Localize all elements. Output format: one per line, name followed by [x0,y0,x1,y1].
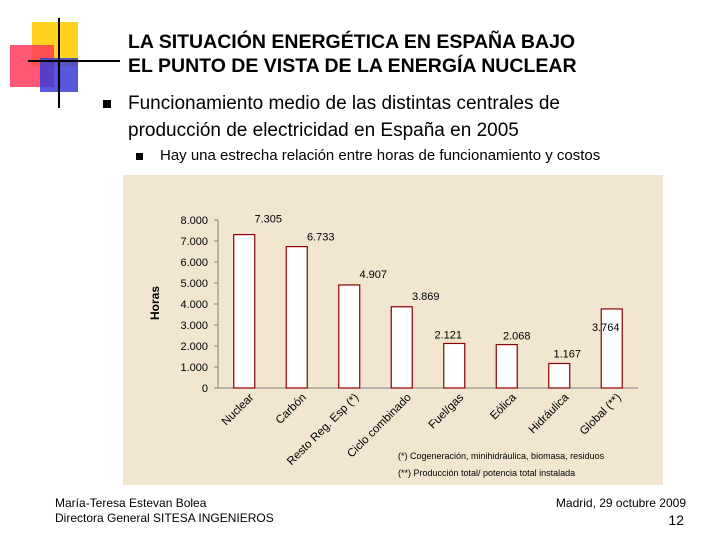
data-labels: 7.305 6.733 4.907 3.869 2.121 2.068 1.167 3.764 [254,214,619,361]
y-ticks: 0 1.000 2.000 3.000 4.000 5.000 6.000 7.000 8.00… [180,215,218,395]
footer-place-date: Madrid, 29 octubre 2009 [555,496,686,510]
x-tick-label: Carbón [274,392,309,427]
bar [600,308,623,389]
chart-notes: (*) Cogeneración, minihidráulica, biomas… [398,451,605,478]
data-label: 1.167 [553,348,581,360]
slide-title: LA SITUACIÓN ENERGÉTICA EN ESPAÑA BAJO E… [128,30,688,78]
footer-role: Directora General SITESA INGENIEROS [55,511,274,525]
title-line-1: LA SITUACIÓN ENERGÉTICA EN ESPAÑA BAJO [128,31,576,53]
y-tick-label: 0 [202,383,208,395]
bar [548,362,571,389]
x-tick-label: Hidráulica [527,391,572,436]
y-tick-label: 4.000 [180,299,208,311]
bullet-1-line-1: Funcionamiento medio de las distintas ce… [128,93,560,114]
chart-note: (*) Cogeneración, minihidráulica, biomas… [398,451,605,461]
bar [443,342,466,389]
bar [390,306,413,389]
footer-author: María-Teresa Estevan Bolea [55,496,207,510]
y-tick-label: 6.000 [180,257,208,269]
y-tick-label: 3.000 [180,320,208,332]
data-label: 6.733 [307,232,335,244]
bullet-2-marker [136,153,143,160]
bullet-1: Funcionamiento medio de las distintas ce… [128,90,688,144]
y-tick-label: 1.000 [180,362,208,374]
bar [285,246,308,389]
footer-author-block: María-Teresa Estevan Bolea Directora Gen… [55,496,274,526]
chart-panel: Horas 0 1.000 2.000 3.000 4.000 5.000 6.000 7.0… [123,175,663,485]
deco-vertical-line [58,18,60,108]
y-tick-label: 7.000 [180,236,208,248]
x-tick-label: Nuclear [220,392,257,429]
data-label: 4.907 [359,269,387,281]
bar [233,233,256,389]
x-tick-label: Eólica [488,391,519,422]
bar [338,284,361,389]
page-number: 12 [668,512,684,528]
bar-chart: Horas 0 1.000 2.000 3.000 4.000 5.000 6.000 7.0… [148,214,638,478]
data-label: 2.121 [434,329,462,341]
y-tick-label: 8.000 [180,215,208,227]
y-axis-label: Horas [148,286,162,320]
x-tick-label: Fuel/gas [427,391,467,431]
bullet-1-marker [103,100,111,108]
bars [233,233,623,389]
deco-horizontal-line [28,60,120,62]
chart-note: (**) Producción total/ potencia total in… [398,468,575,478]
bullet-2: Hay una estrecha relación entre horas de… [160,147,601,164]
data-label: 7.305 [254,214,282,226]
bullet-1-line-2: producción de electricidad en España en … [128,120,519,141]
y-tick-label: 2.000 [180,341,208,353]
data-label: 3.764 [592,322,620,334]
y-tick-label: 5.000 [180,278,208,290]
data-label: 3.869 [412,291,440,303]
x-tick-label: Global (**) [578,392,624,438]
bar [495,343,518,389]
title-line-2: EL PUNTO DE VISTA DE LA ENERGÍA NUCLEAR [128,55,577,77]
data-label: 2.068 [503,331,531,343]
